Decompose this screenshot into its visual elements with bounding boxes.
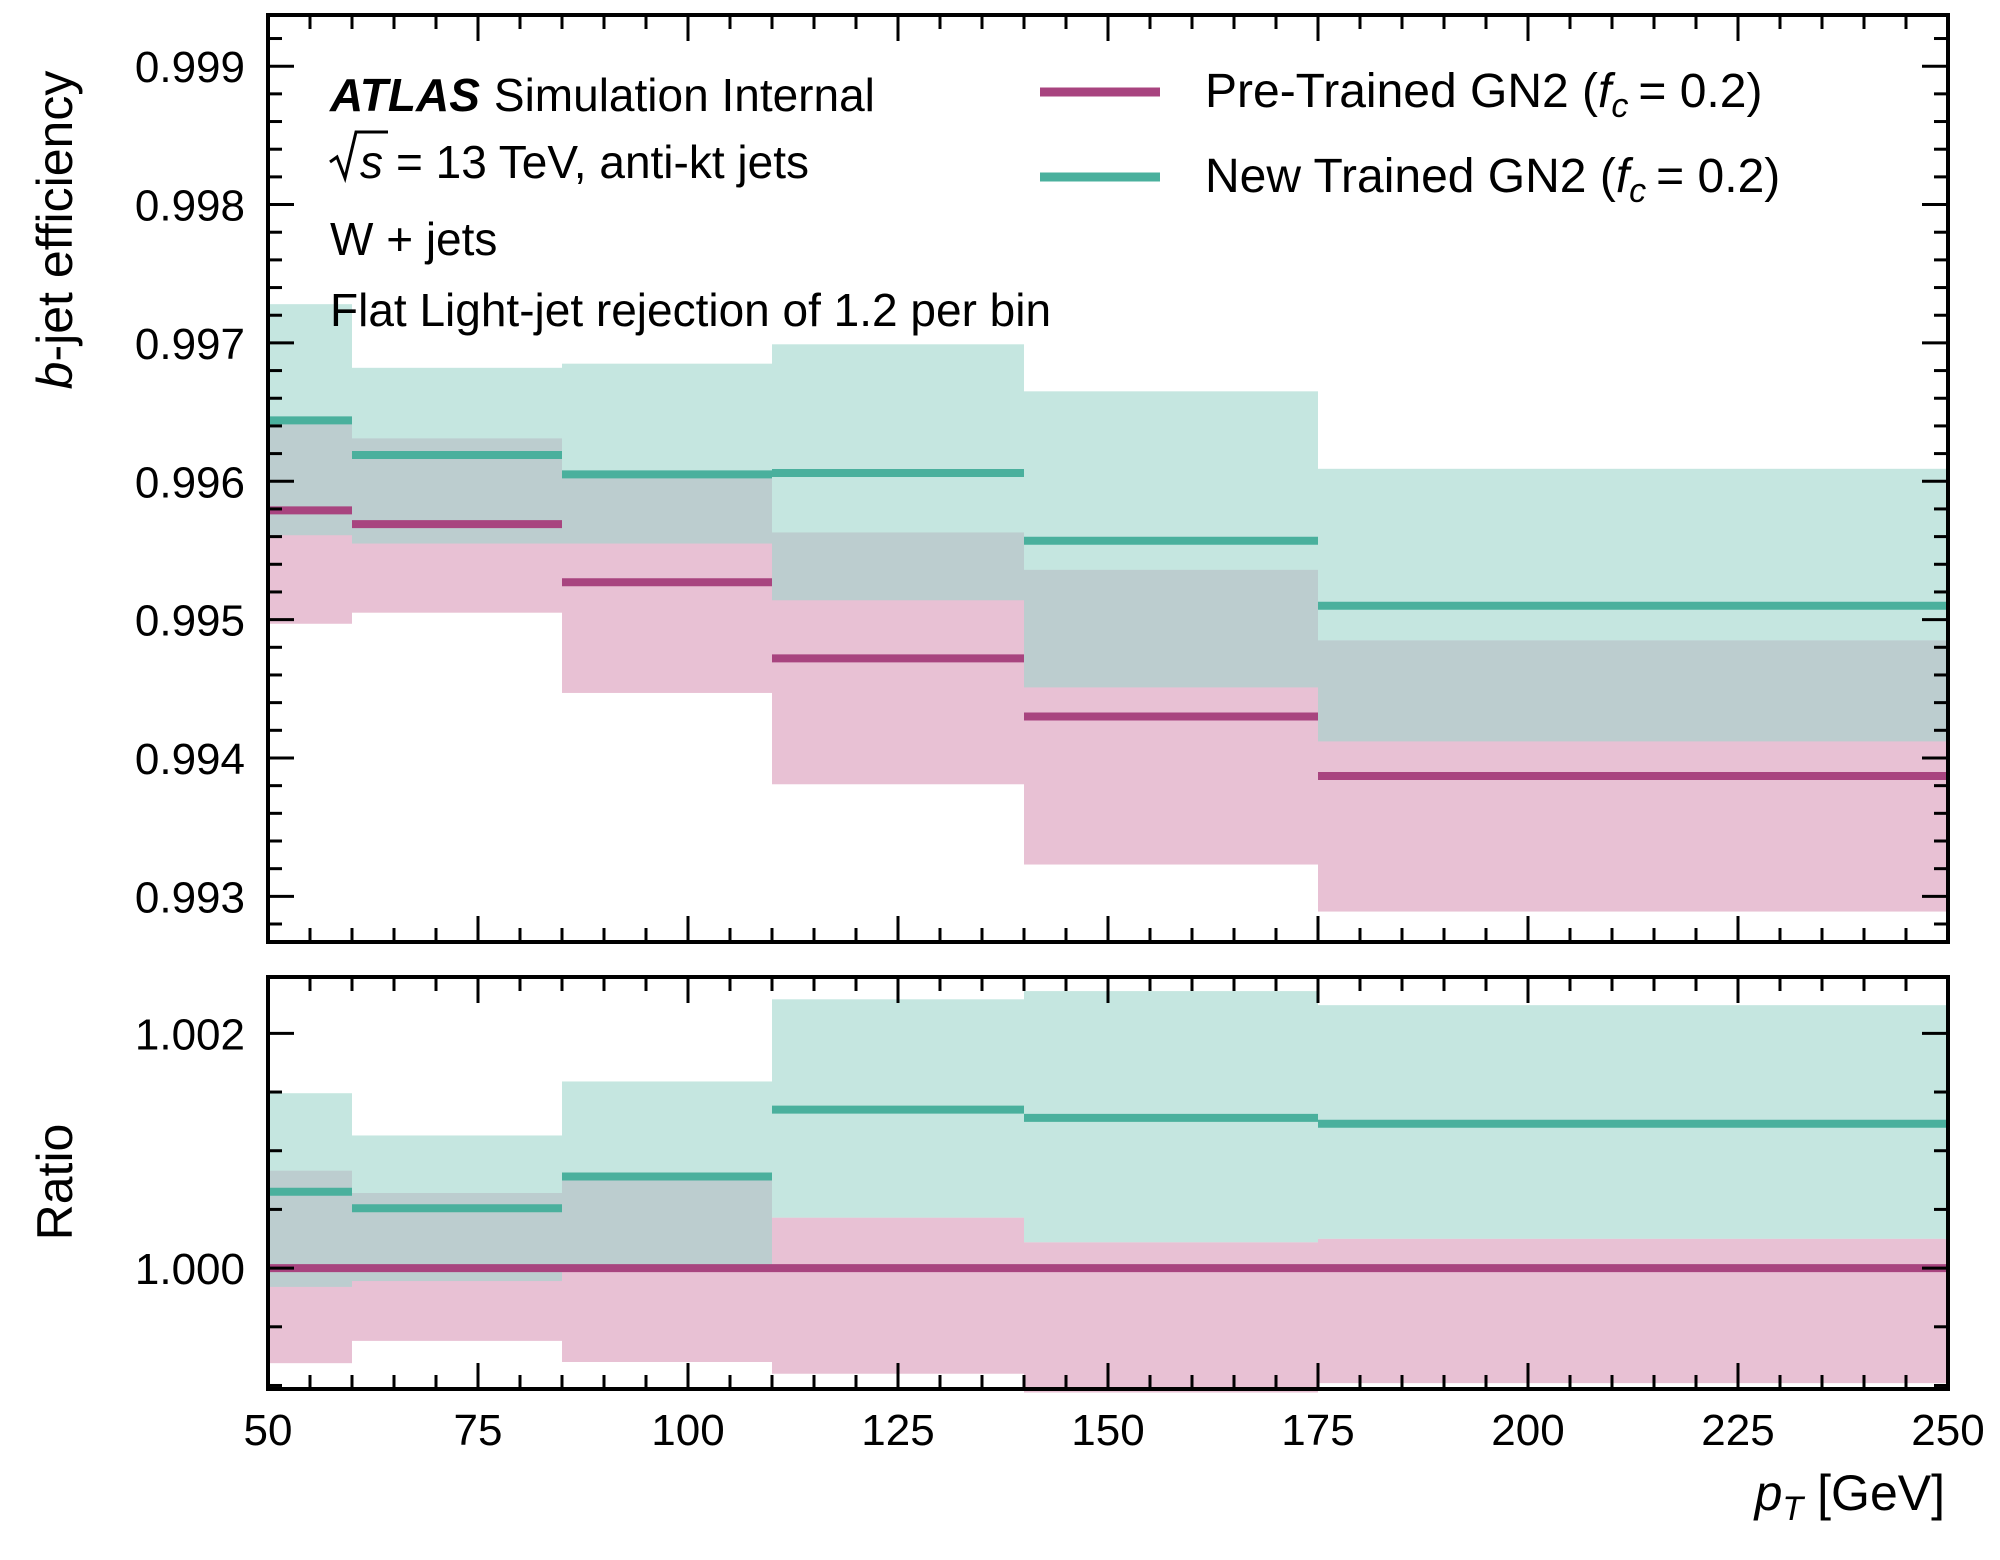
ratio-y-axis-title: Ratio	[27, 1124, 83, 1241]
top-panel-lines	[268, 416, 1948, 780]
x-tick-label: 50	[244, 1406, 293, 1455]
y-tick-labels: 0.999 0.998 0.997 0.996 0.995 0.994 0.993 1.002…	[135, 43, 245, 1294]
top-y-tick-label: 0.999	[135, 43, 245, 92]
x-tick-label: 125	[861, 1406, 934, 1455]
x-tick-labels: 50 75 100 125 150 175 200 225 250	[244, 1406, 1985, 1455]
ratio-y-tick-label: 1.002	[135, 1010, 245, 1059]
top-panel-frame	[266, 13, 1950, 944]
panel-frames	[266, 13, 1950, 1391]
top-y-tick-label: 0.998	[135, 182, 245, 231]
ratio-panel-lines	[268, 1105, 1948, 1273]
top-y-axis-title: b-jet efficiency	[27, 71, 83, 390]
ratio-band-pretrained-bin-5	[1318, 1238, 1948, 1384]
legend-label-pretrained: Pre-Trained GN2 (fc = 0.2)	[1205, 65, 1762, 125]
top-y-tick-label: 0.996	[135, 458, 245, 507]
x-tick-label: 200	[1491, 1406, 1564, 1455]
legend: Pre-Trained GN2 (fc = 0.2) New Trained GN…	[1040, 65, 1780, 210]
atlas-label: ATLAS Simulation Internal	[329, 69, 875, 121]
x-tick-label: 150	[1071, 1406, 1144, 1455]
x-tick-label: 225	[1701, 1406, 1774, 1455]
sqrt-symbol	[329, 130, 388, 184]
top-y-tick-label: 0.993	[135, 873, 245, 922]
x-tick-label: 75	[454, 1406, 503, 1455]
top-y-tick-label: 0.995	[135, 597, 245, 646]
band-newtrained-bin-2	[562, 363, 772, 544]
ratio-panel-bands	[268, 991, 1948, 1393]
top-y-tick-label: 0.994	[135, 735, 245, 784]
x-tick-label: 100	[651, 1406, 724, 1455]
x-axis-title: pT [GeV]	[1753, 1465, 1945, 1528]
sample-label: W + jets	[330, 213, 497, 265]
ratio-y-tick-label: 1.000	[135, 1245, 245, 1294]
energy-label: s = 13 TeV, anti-kt jets	[329, 130, 809, 188]
x-tick-label: 250	[1911, 1406, 1984, 1455]
rejection-label: Flat Light-jet rejection of 1.2 per bin	[330, 284, 1051, 336]
legend-label-newtrained: New Trained GN2 (fc = 0.2)	[1205, 150, 1780, 210]
energy-text: = 13 TeV, anti-kt jets	[396, 136, 809, 188]
ratio-panel-frame	[266, 975, 1950, 1391]
ratio-band-pretrained-bin-3	[772, 1217, 1024, 1374]
x-tick-label: 175	[1281, 1406, 1354, 1455]
top-y-tick-label: 0.997	[135, 320, 245, 369]
sqrt-s: s	[360, 136, 383, 188]
